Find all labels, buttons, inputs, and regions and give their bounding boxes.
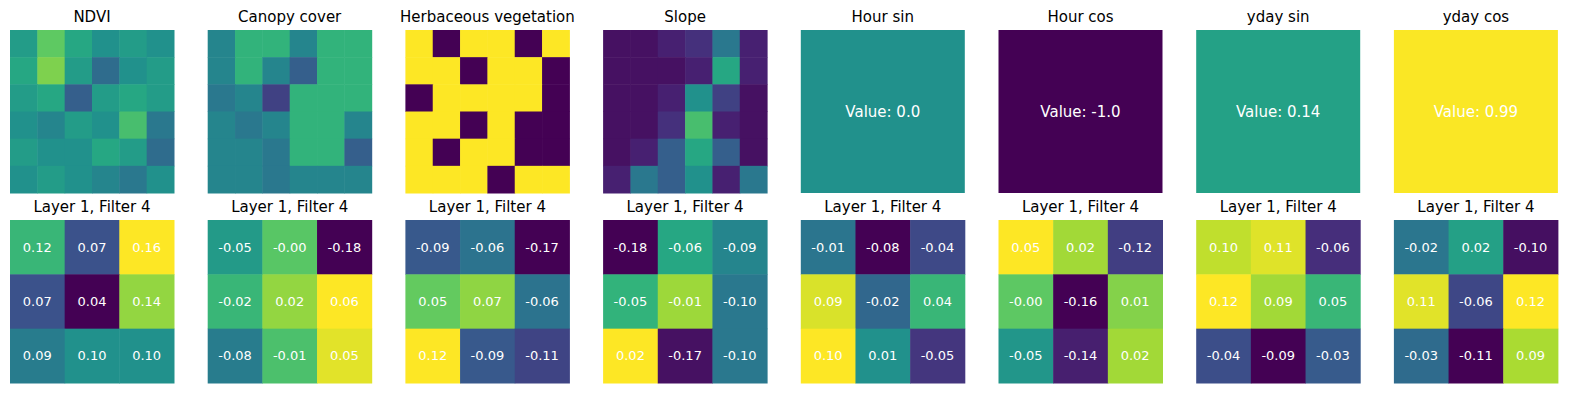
svg-text:Herbaceous vegetation: Herbaceous vegetation <box>400 8 575 26</box>
svg-text:-0.09: -0.09 <box>723 240 757 255</box>
svg-text:0.01: 0.01 <box>868 348 897 363</box>
svg-text:-0.18: -0.18 <box>328 240 362 255</box>
svg-text:-0.10: -0.10 <box>723 294 757 309</box>
svg-text:-0.09: -0.09 <box>471 348 505 363</box>
svg-text:-0.05: -0.05 <box>614 294 648 309</box>
svg-text:Hour sin: Hour sin <box>852 8 914 26</box>
svg-text:-0.08: -0.08 <box>218 348 252 363</box>
svg-text:0.09: 0.09 <box>1264 294 1293 309</box>
svg-text:-0.01: -0.01 <box>668 294 702 309</box>
svg-text:NDVI: NDVI <box>73 8 110 26</box>
svg-text:Value: 0.99: Value: 0.99 <box>1434 103 1518 121</box>
svg-text:-0.05: -0.05 <box>921 348 955 363</box>
svg-text:0.04: 0.04 <box>923 294 952 309</box>
svg-text:0.07: 0.07 <box>473 294 502 309</box>
svg-text:Layer 1, Filter 4: Layer 1, Filter 4 <box>1022 198 1139 216</box>
svg-text:-0.06: -0.06 <box>1459 294 1493 309</box>
svg-text:yday cos: yday cos <box>1443 8 1510 26</box>
svg-text:0.05: 0.05 <box>1011 240 1040 255</box>
svg-text:0.09: 0.09 <box>23 348 52 363</box>
svg-text:0.10: 0.10 <box>814 348 843 363</box>
svg-text:0.04: 0.04 <box>78 294 107 309</box>
svg-text:Value: -1.0: Value: -1.0 <box>1040 103 1120 121</box>
svg-text:0.05: 0.05 <box>330 348 359 363</box>
svg-text:0.02: 0.02 <box>1066 240 1095 255</box>
svg-text:0.01: 0.01 <box>1121 294 1150 309</box>
svg-text:-0.03: -0.03 <box>1316 348 1350 363</box>
svg-text:0.16: 0.16 <box>132 240 161 255</box>
svg-text:0.05: 0.05 <box>1318 294 1347 309</box>
svg-text:-0.11: -0.11 <box>525 348 559 363</box>
svg-text:-0.12: -0.12 <box>1118 240 1152 255</box>
svg-text:-0.10: -0.10 <box>723 348 757 363</box>
svg-text:0.06: 0.06 <box>330 294 359 309</box>
svg-text:-0.06: -0.06 <box>668 240 702 255</box>
svg-text:-0.09: -0.09 <box>1261 348 1295 363</box>
svg-text:0.12: 0.12 <box>418 348 447 363</box>
svg-text:-0.06: -0.06 <box>525 294 559 309</box>
svg-text:-0.16: -0.16 <box>1064 294 1098 309</box>
svg-text:0.11: 0.11 <box>1264 240 1293 255</box>
svg-text:-0.06: -0.06 <box>471 240 505 255</box>
svg-text:0.05: 0.05 <box>418 294 447 309</box>
svg-text:-0.06: -0.06 <box>1316 240 1350 255</box>
svg-text:0.09: 0.09 <box>814 294 843 309</box>
svg-text:0.09: 0.09 <box>1516 348 1545 363</box>
svg-text:0.10: 0.10 <box>132 348 161 363</box>
svg-text:0.14: 0.14 <box>132 294 161 309</box>
svg-text:0.10: 0.10 <box>78 348 107 363</box>
svg-text:-0.00: -0.00 <box>1009 294 1043 309</box>
svg-text:Layer 1, Filter 4: Layer 1, Filter 4 <box>627 198 744 216</box>
svg-text:-0.11: -0.11 <box>1459 348 1493 363</box>
svg-text:-0.08: -0.08 <box>866 240 900 255</box>
svg-text:-0.17: -0.17 <box>525 240 559 255</box>
svg-text:0.11: 0.11 <box>1407 294 1436 309</box>
svg-text:-0.00: -0.00 <box>273 240 307 255</box>
svg-text:Layer 1, Filter 4: Layer 1, Filter 4 <box>231 198 348 216</box>
svg-text:0.12: 0.12 <box>1516 294 1545 309</box>
svg-text:0.02: 0.02 <box>616 348 645 363</box>
svg-text:Layer 1, Filter 4: Layer 1, Filter 4 <box>1417 198 1534 216</box>
svg-text:-0.04: -0.04 <box>1207 348 1241 363</box>
svg-text:-0.01: -0.01 <box>273 348 307 363</box>
svg-text:Slope: Slope <box>664 8 706 26</box>
svg-text:Value: 0.0: Value: 0.0 <box>845 103 920 121</box>
svg-text:0.10: 0.10 <box>1209 240 1238 255</box>
svg-text:0.07: 0.07 <box>78 240 107 255</box>
svg-text:Layer 1, Filter 4: Layer 1, Filter 4 <box>33 198 150 216</box>
svg-text:-0.02: -0.02 <box>866 294 900 309</box>
svg-text:-0.01: -0.01 <box>811 240 845 255</box>
svg-text:-0.14: -0.14 <box>1064 348 1098 363</box>
svg-text:-0.17: -0.17 <box>668 348 702 363</box>
svg-text:-0.05: -0.05 <box>218 240 252 255</box>
svg-text:-0.18: -0.18 <box>614 240 648 255</box>
svg-text:0.02: 0.02 <box>275 294 304 309</box>
svg-text:-0.10: -0.10 <box>1514 240 1548 255</box>
svg-text:0.07: 0.07 <box>23 294 52 309</box>
svg-text:Layer 1, Filter 4: Layer 1, Filter 4 <box>1220 198 1337 216</box>
svg-text:yday sin: yday sin <box>1247 8 1310 26</box>
svg-text:-0.05: -0.05 <box>1009 348 1043 363</box>
svg-text:-0.04: -0.04 <box>921 240 955 255</box>
svg-text:-0.02: -0.02 <box>1404 240 1438 255</box>
svg-text:Hour cos: Hour cos <box>1047 8 1113 26</box>
svg-text:-0.09: -0.09 <box>416 240 450 255</box>
svg-text:-0.03: -0.03 <box>1404 348 1438 363</box>
svg-text:Layer 1, Filter 4: Layer 1, Filter 4 <box>429 198 546 216</box>
svg-text:Layer 1, Filter 4: Layer 1, Filter 4 <box>824 198 941 216</box>
svg-text:0.02: 0.02 <box>1121 348 1150 363</box>
svg-text:Value: 0.14: Value: 0.14 <box>1236 103 1320 121</box>
svg-text:0.12: 0.12 <box>23 240 52 255</box>
svg-text:0.02: 0.02 <box>1461 240 1490 255</box>
svg-text:0.12: 0.12 <box>1209 294 1238 309</box>
svg-text:-0.02: -0.02 <box>218 294 252 309</box>
svg-text:Canopy cover: Canopy cover <box>238 8 342 26</box>
